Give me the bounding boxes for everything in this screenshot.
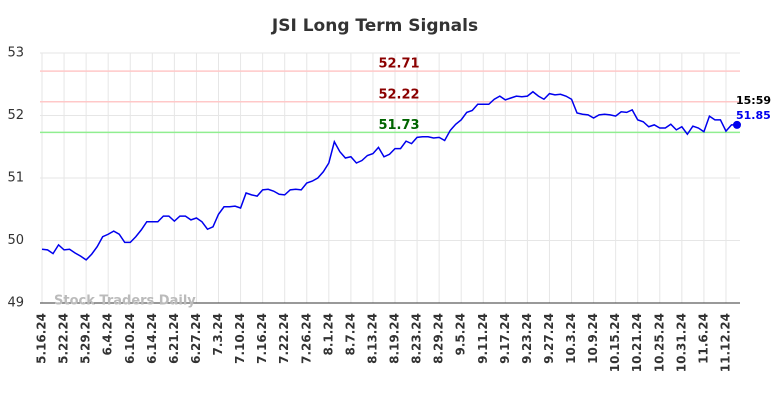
x-tick-label: 8.1.24 xyxy=(321,313,335,356)
x-tick-label: 8.23.24 xyxy=(410,313,424,364)
signal-label: 52.22 xyxy=(378,87,419,102)
x-tick-label: 6.4.24 xyxy=(101,313,115,356)
last-time: 15:59 xyxy=(736,94,771,107)
x-tick-label: 9.11.24 xyxy=(476,313,490,364)
x-tick-label: 10.21.24 xyxy=(630,313,644,372)
watermark: Stock Traders Daily xyxy=(54,294,196,309)
x-tick-label: 7.16.24 xyxy=(255,313,269,364)
x-tick-label: 10.9.24 xyxy=(586,313,600,364)
x-tick-label: 5.16.24 xyxy=(35,313,49,364)
x-tick-label: 6.14.24 xyxy=(145,313,159,364)
x-tick-label: 9.17.24 xyxy=(498,313,512,364)
x-tick-label: 11.6.24 xyxy=(696,313,710,364)
x-tick-label: 7.3.24 xyxy=(211,313,225,356)
chart-title: JSI Long Term Signals xyxy=(271,16,478,36)
x-tick-label: 10.25.24 xyxy=(652,313,666,372)
x-tick-label: 7.10.24 xyxy=(233,313,247,364)
x-tick-label: 7.22.24 xyxy=(277,313,291,364)
y-tick-label: 49 xyxy=(7,296,24,311)
signal-label: 52.71 xyxy=(378,57,419,72)
last-value: 51.85 xyxy=(736,109,771,122)
x-tick-label: 8.7.24 xyxy=(343,313,357,356)
y-tick-label: 52 xyxy=(7,108,24,123)
x-tick-label: 8.13.24 xyxy=(365,313,379,364)
x-tick-label: 9.23.24 xyxy=(520,313,534,364)
x-tick-label: 10.15.24 xyxy=(608,313,622,372)
x-tick-label: 6.27.24 xyxy=(189,313,203,364)
x-tick-label: 11.12.24 xyxy=(718,313,732,372)
y-tick-label: 50 xyxy=(7,233,24,248)
x-tick-label: 9.5.24 xyxy=(454,313,468,356)
x-tick-label: 6.10.24 xyxy=(123,313,137,364)
x-tick-label: 6.21.24 xyxy=(167,313,181,364)
x-tick-label: 10.3.24 xyxy=(564,313,578,364)
last-point xyxy=(733,120,741,129)
x-tick-label: 8.19.24 xyxy=(388,313,402,364)
signal-label: 51.73 xyxy=(378,118,419,133)
x-tick-label: 7.26.24 xyxy=(299,313,313,364)
x-tick-label: 9.27.24 xyxy=(542,313,556,364)
x-tick-label: 5.22.24 xyxy=(57,313,71,364)
x-tick-label: 8.29.24 xyxy=(432,313,446,364)
x-tick-label: 5.29.24 xyxy=(79,313,93,364)
y-tick-label: 51 xyxy=(7,171,24,186)
price-line xyxy=(41,90,737,261)
x-tick-label: 10.31.24 xyxy=(674,313,688,372)
y-tick-label: 53 xyxy=(7,46,24,61)
